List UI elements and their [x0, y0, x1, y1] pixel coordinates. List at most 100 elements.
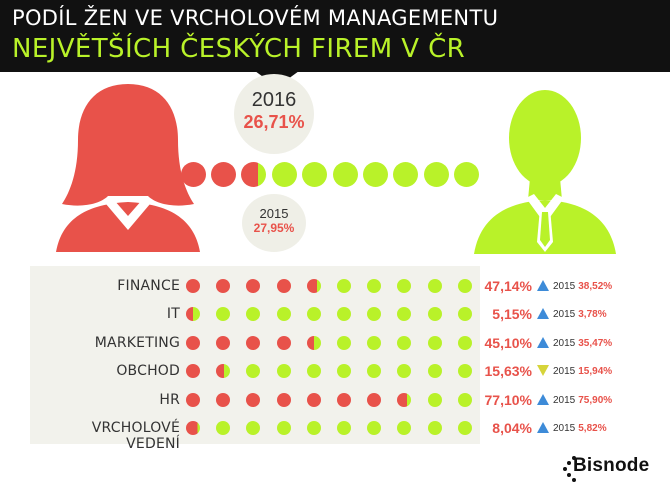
previous-year-label: 2015: [553, 337, 576, 349]
category-label: OBCHOD: [116, 363, 180, 380]
man-icon: [474, 90, 616, 254]
overall-dot-7: [362, 161, 388, 187]
overall-dot-8: [393, 161, 419, 187]
category-label: MARKETING: [94, 334, 180, 351]
row-4-dot-8: [397, 364, 412, 379]
overall-dot-4: [271, 161, 297, 187]
value-2016-label: 45,10%: [484, 334, 532, 351]
row-2-dot-9: [427, 307, 442, 322]
previous-year-label: 2015: [553, 423, 576, 434]
row-5-dot-7: [367, 392, 382, 407]
row-2-dot-7: [367, 307, 382, 322]
previous-year-value: 2015 38,52%: [553, 281, 612, 293]
overall-dot-6: [332, 161, 358, 187]
category-label: IT: [166, 306, 180, 323]
bubble-2015: 2015 27,95%: [242, 194, 306, 252]
row-5-dot-1: [186, 392, 200, 407]
value-2016-label: 26,71%: [243, 112, 305, 132]
row-1-dot-7: [367, 279, 382, 293]
row-4-dot-1: [186, 364, 200, 379]
row-4-dot-6: [337, 364, 351, 379]
row-4-dot-9: [427, 364, 442, 379]
category-label: FINANCE: [117, 278, 180, 294]
row-3-dot-3: [246, 335, 261, 350]
row-4-dot-5: [306, 364, 321, 379]
bisnode-logo-mark: [563, 456, 576, 482]
previous-year-label: 2015: [553, 394, 576, 406]
previous-year-value: 2015 75,90%: [553, 395, 612, 407]
row-4-dot-10: [457, 364, 472, 379]
trend-up-icon: [537, 393, 549, 405]
bubble-2016: 2016 26,71%: [234, 74, 314, 154]
row-2-dot-6: [337, 307, 351, 322]
year-2015-label: 2015: [259, 206, 289, 221]
previous-year-value: 2015 5,82%: [553, 423, 607, 435]
row-3-dot-10: [457, 335, 472, 350]
row-6-dot-1: [186, 421, 200, 435]
bisnode-logo: Bisnode: [573, 455, 650, 476]
row-2-dot-5: [306, 307, 321, 322]
row-1-dot-6: [337, 279, 351, 293]
previous-year-value: 2015 15,94%: [553, 366, 612, 378]
overall-dot-2: [210, 161, 236, 187]
value-2015-label: 5,82%: [578, 423, 607, 434]
value-2016-label: 77,10%: [484, 391, 532, 408]
previous-year-value: 2015 3,78%: [553, 309, 607, 321]
trend-up-icon: [537, 308, 549, 320]
row-6-dot-9: [427, 421, 442, 435]
overall-dot-9: [423, 161, 449, 187]
row-1-dot-8: [397, 279, 412, 293]
header-banner: PODÍL ŽEN VE VRCHOLOVÉM MANAGEMENTU NEJV…: [0, 0, 670, 72]
trend-down-icon: [537, 365, 549, 377]
row-1-dot-10: [457, 279, 472, 293]
row-6-dot-8: [397, 421, 412, 435]
value-2016-label: 8,04%: [492, 420, 532, 436]
row-3-dot-5: [306, 335, 321, 350]
row-5-dot-6: [337, 392, 351, 407]
title-line-1: PODÍL ŽEN VE VRCHOLOVÉM MANAGEMENTU: [12, 6, 499, 30]
value-2015-label: 75,90%: [578, 394, 613, 406]
row-4-dot-4: [276, 364, 291, 379]
row-3-dot-9: [427, 335, 442, 350]
row-1-dot-5: [306, 279, 321, 293]
value-2016-label: 5,15%: [492, 306, 532, 323]
row-5-dot-8: [397, 392, 412, 407]
row-5-dot-5: [306, 392, 321, 407]
row-6-dot-5: [306, 421, 321, 435]
trend-up-icon: [537, 336, 549, 348]
value-2016-label: 47,14%: [484, 278, 532, 294]
value-2015-label: 35,47%: [578, 337, 613, 349]
row-5-dot-9: [427, 392, 442, 407]
woman-icon: [56, 84, 200, 252]
category-label: HR: [159, 391, 180, 408]
category-table-background: [30, 266, 480, 444]
row-6-dot-7: [367, 421, 382, 435]
row-2-dot-4: [276, 307, 291, 322]
value-2015-label: 3,78%: [578, 309, 607, 321]
previous-year-label: 2015: [553, 366, 576, 378]
row-4-dot-3: [246, 364, 261, 379]
overall-dot-10: [454, 161, 480, 187]
row-2-dot-2: [216, 307, 231, 322]
previous-year-label: 2015: [553, 309, 576, 321]
trend-up-icon: [537, 422, 549, 433]
row-3-dot-8: [397, 335, 412, 350]
row-5-dot-2: [216, 392, 231, 407]
row-6-dot-6: [337, 421, 351, 435]
row-3-dot-2: [216, 335, 231, 350]
row-1-dot-9: [427, 279, 442, 293]
row-6-dot-2: [216, 421, 231, 435]
row-5-dot-3: [246, 392, 261, 407]
row-2-dot-8: [397, 307, 412, 322]
value-2015-label: 15,94%: [578, 366, 613, 378]
row-3-dot-1: [186, 335, 200, 350]
row-5-dot-4: [276, 392, 291, 407]
overall-dot-5: [302, 161, 328, 187]
row-2-dot-3: [246, 307, 261, 322]
value-2015-label: 38,52%: [578, 281, 613, 292]
row-3-dot-6: [337, 335, 351, 350]
row-5-dot-10: [457, 392, 472, 407]
row-3-dot-7: [367, 335, 382, 350]
trend-up-icon: [537, 280, 549, 291]
value-2015-label: 27,95%: [253, 221, 295, 235]
